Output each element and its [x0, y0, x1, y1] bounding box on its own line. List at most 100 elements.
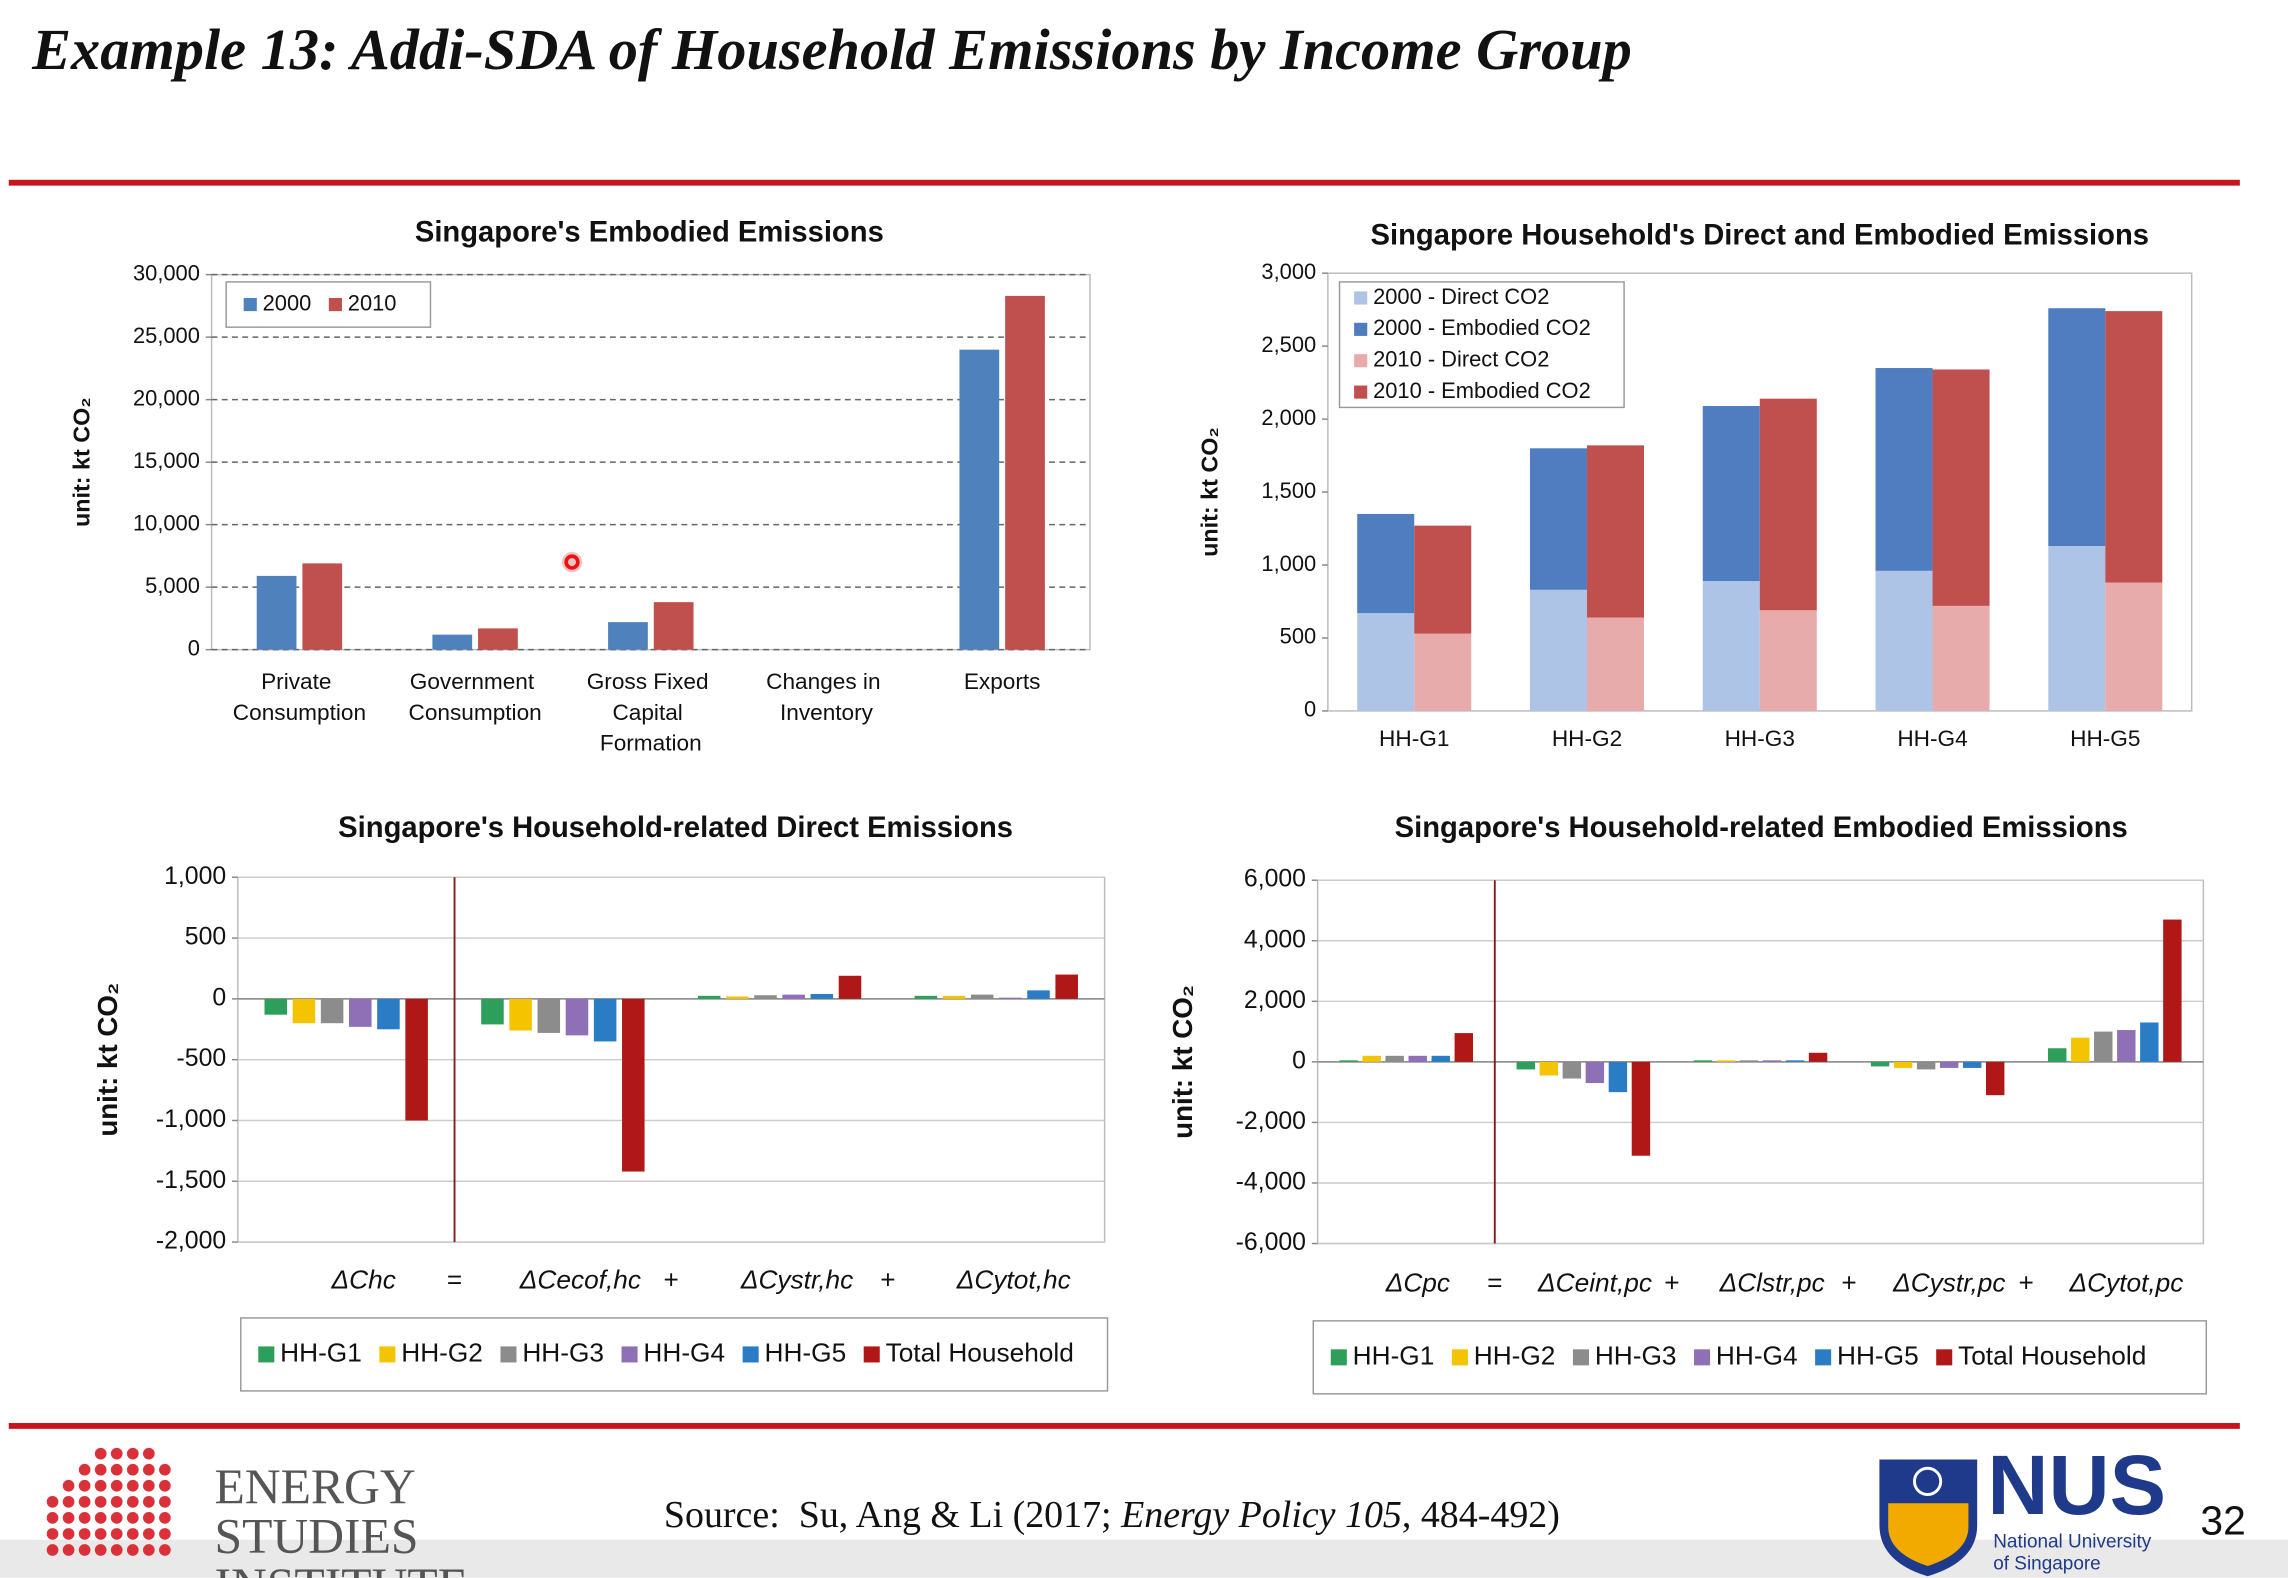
y-tick-label: 6,000	[1244, 866, 1306, 893]
operator: +	[1664, 1267, 1679, 1297]
logo-dot	[159, 1495, 171, 1508]
logo-text: INSTITUTE	[215, 1558, 469, 1578]
nus-shield-lion	[1888, 1503, 1969, 1567]
y-tick-label: 4,000	[1244, 926, 1306, 953]
logo-dot	[110, 1463, 123, 1476]
y-tick-label: 25,000	[133, 323, 200, 348]
bar-segment	[1875, 570, 1933, 711]
logo-dot	[143, 1512, 155, 1524]
bar	[622, 998, 645, 1172]
bar-segment	[2048, 308, 2106, 547]
logo-dot	[62, 1512, 75, 1524]
bar	[478, 628, 518, 650]
x-tick-label: HH-G3	[1725, 726, 1795, 751]
logo-dot	[126, 1528, 139, 1540]
bar	[1408, 1055, 1427, 1062]
bar-segment	[1414, 525, 1472, 634]
x-tick-label: HH-G1	[1379, 726, 1449, 751]
chart-title: Singapore Household's Direct and Embodie…	[1371, 219, 2150, 251]
y-tick-label: 2,500	[1261, 332, 1316, 357]
y-tick-label: 1,500	[1261, 478, 1316, 503]
bar	[1962, 1061, 1982, 1068]
logo-dot	[126, 1447, 139, 1460]
bar	[1608, 1061, 1628, 1093]
bar	[481, 998, 504, 1025]
legend-swatch	[379, 1346, 396, 1363]
x-tick-label: ΔCytot,pc	[2069, 1267, 2184, 1297]
legend-swatch	[328, 297, 342, 312]
bar-segment	[1529, 448, 1588, 590]
bar	[914, 995, 938, 999]
legend-label: 2010 - Embodied CO2	[1373, 378, 1591, 403]
bar-segment	[2048, 546, 2106, 711]
bar	[432, 634, 473, 650]
logo-dot	[159, 1528, 171, 1540]
bar-segment	[1932, 605, 1990, 711]
bar	[509, 998, 532, 1031]
logo-dot	[143, 1447, 155, 1460]
bar	[256, 575, 297, 650]
nus-text: NUS	[1987, 1437, 2166, 1532]
logo-dot	[94, 1544, 107, 1556]
legend-label: 2010	[348, 290, 397, 315]
y-tick-label: 15,000	[133, 448, 200, 473]
bar	[2048, 1048, 2067, 1062]
y-axis-label: unit: kt CO₂	[1167, 985, 1198, 1139]
logo-dot	[143, 1528, 155, 1540]
x-tick-label: ΔCystr,hc	[740, 1264, 853, 1294]
bar	[565, 998, 589, 1036]
legend-swatch	[1572, 1349, 1589, 1366]
logo-dot	[110, 1512, 123, 1524]
logo-dot	[143, 1495, 155, 1508]
legend-swatch	[1936, 1349, 1953, 1366]
y-tick-label: 2,000	[1244, 987, 1306, 1014]
bar	[377, 998, 400, 1030]
bar	[1693, 1060, 1713, 1062]
logo-dot	[78, 1512, 91, 1524]
logo-text: ENERGY	[215, 1459, 416, 1514]
logo-dot	[94, 1495, 107, 1508]
operator: +	[880, 1264, 895, 1294]
operator: +	[664, 1264, 679, 1294]
y-tick-label: 10,000	[133, 510, 200, 535]
bar	[2140, 1022, 2159, 1062]
bar	[1762, 1060, 1782, 1062]
bar	[405, 998, 428, 1121]
logo-dot	[62, 1479, 75, 1492]
x-tick-label: HH-G5	[2070, 726, 2140, 751]
logo-dot	[110, 1447, 123, 1460]
y-tick-label: -2,000	[156, 1228, 226, 1255]
legend-swatch	[1815, 1349, 1832, 1366]
logo-dot	[46, 1495, 59, 1508]
bar	[782, 994, 805, 999]
bar	[264, 998, 288, 1015]
bar	[1516, 1061, 1535, 1070]
bar-segment	[1587, 445, 1645, 618]
legend-swatch	[1694, 1349, 1711, 1366]
bar	[292, 998, 316, 1024]
nus-text: National University	[1993, 1532, 2152, 1553]
logo-dot	[78, 1463, 91, 1476]
logo-dot	[126, 1512, 139, 1524]
x-tick-label: ΔCystr,pc	[1892, 1267, 2005, 1297]
nus-text: of Singapore	[1993, 1554, 2100, 1575]
bar-segment	[1357, 613, 1415, 711]
bar	[1716, 1060, 1736, 1062]
bar-segment	[1932, 369, 1990, 606]
bar	[959, 349, 1000, 650]
logo-dot	[143, 1463, 155, 1476]
bar	[1739, 1060, 1759, 1062]
logo-dot	[126, 1495, 139, 1508]
y-tick-label: 500	[185, 924, 226, 951]
source: Source: Su, Ang & Li (2017; Energy Polic…	[664, 1494, 1560, 1536]
logo-dot	[62, 1495, 75, 1508]
x-tick-label: ΔClstr,pc	[1719, 1267, 1825, 1297]
y-tick-label: -1,500	[156, 1167, 226, 1194]
legend-box	[225, 281, 432, 328]
x-tick-label: ΔCecof,hc	[519, 1264, 641, 1294]
bar-segment	[1414, 633, 1472, 711]
nus-shield-emblem	[1912, 1466, 1943, 1496]
bar	[2094, 1031, 2113, 1062]
legend-swatch	[1330, 1349, 1347, 1366]
logo-dot	[46, 1528, 59, 1540]
